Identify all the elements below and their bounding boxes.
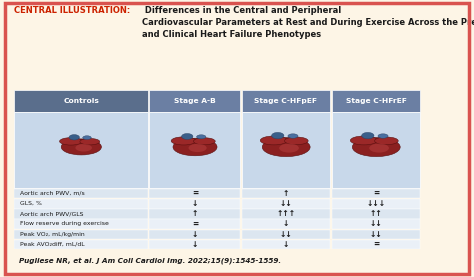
Ellipse shape (197, 135, 206, 139)
Bar (149, 209, 240, 219)
Bar (149, 219, 240, 229)
Text: ↑: ↑ (283, 189, 290, 198)
Bar (242, 112, 330, 188)
Text: ↑: ↑ (192, 209, 198, 218)
Text: ↓: ↓ (192, 230, 198, 238)
Bar (242, 90, 330, 112)
Bar (14, 230, 148, 239)
Text: Stage C-HFrEF: Stage C-HFrEF (346, 98, 407, 104)
Ellipse shape (369, 143, 389, 153)
Ellipse shape (61, 139, 101, 155)
Bar (149, 199, 240, 209)
Ellipse shape (279, 143, 299, 153)
Text: Stage C-HFpEF: Stage C-HFpEF (255, 98, 318, 104)
Bar (242, 189, 330, 198)
Text: ↑↑↑: ↑↑↑ (277, 209, 296, 218)
Ellipse shape (182, 134, 193, 139)
Text: ↓↓↓: ↓↓↓ (367, 199, 386, 208)
Bar (332, 240, 420, 249)
Bar (332, 112, 420, 188)
Text: =: = (192, 219, 198, 228)
Text: Aortic arch PWV/GLS: Aortic arch PWV/GLS (19, 211, 83, 216)
Bar (242, 199, 330, 209)
Ellipse shape (262, 138, 310, 157)
Text: =: = (192, 189, 198, 198)
Text: ↑↑: ↑↑ (370, 209, 383, 218)
Text: ↓: ↓ (192, 240, 198, 249)
Text: =: = (373, 240, 379, 249)
Bar (332, 209, 420, 219)
Bar (332, 230, 420, 239)
Ellipse shape (69, 135, 80, 140)
Bar (14, 112, 148, 188)
Ellipse shape (378, 134, 388, 138)
Text: Differences in the Central and Peripheral
Cardiovascular Parameters at Rest and : Differences in the Central and Periphera… (142, 6, 474, 39)
Text: ↓↓: ↓↓ (370, 230, 383, 238)
Ellipse shape (75, 144, 92, 152)
Text: ↓↓: ↓↓ (280, 199, 292, 208)
Ellipse shape (171, 137, 196, 145)
Ellipse shape (80, 138, 100, 145)
Text: Pugliese NR, et al. J Am Coll Cardiol Img. 2022;15(9):1545-1559.: Pugliese NR, et al. J Am Coll Cardiol Im… (18, 257, 281, 264)
Bar (332, 90, 420, 112)
Text: GLS, %: GLS, % (19, 201, 42, 206)
Text: Stage A-B: Stage A-B (174, 98, 216, 104)
Text: =: = (373, 189, 379, 198)
Bar (14, 219, 148, 229)
Ellipse shape (284, 137, 308, 145)
Ellipse shape (272, 132, 284, 139)
Bar (149, 90, 240, 112)
Ellipse shape (260, 136, 287, 145)
Text: ↓↓: ↓↓ (280, 230, 292, 238)
Ellipse shape (193, 138, 215, 145)
Ellipse shape (189, 144, 207, 152)
Bar (149, 112, 240, 188)
Bar (242, 240, 330, 249)
Text: ↓↓: ↓↓ (370, 219, 383, 228)
Bar (14, 199, 148, 209)
Bar (242, 219, 330, 229)
Text: ↓: ↓ (283, 219, 290, 228)
Bar (332, 219, 420, 229)
Text: ↓: ↓ (283, 240, 290, 249)
Text: Peak VO₂, mL/kg/min: Peak VO₂, mL/kg/min (19, 232, 84, 237)
Ellipse shape (362, 132, 374, 139)
Bar (14, 189, 148, 198)
Bar (242, 230, 330, 239)
Text: Aortic arch PWV, m/s: Aortic arch PWV, m/s (19, 191, 84, 196)
Text: CENTRAL ILLUSTRATION:: CENTRAL ILLUSTRATION: (14, 6, 130, 14)
Bar (149, 240, 240, 249)
Ellipse shape (83, 136, 91, 140)
Ellipse shape (350, 136, 377, 145)
Text: Peak AVO₂diff, mL/dL: Peak AVO₂diff, mL/dL (19, 242, 84, 247)
Ellipse shape (288, 134, 298, 138)
Ellipse shape (60, 138, 82, 145)
Bar (332, 199, 420, 209)
Bar (242, 209, 330, 219)
Ellipse shape (374, 137, 398, 145)
Bar (14, 209, 148, 219)
Ellipse shape (173, 138, 217, 156)
Bar (14, 240, 148, 249)
Text: Flow reserve during exercise: Flow reserve during exercise (19, 221, 109, 226)
Bar (14, 90, 148, 112)
Bar (332, 189, 420, 198)
Text: Controls: Controls (63, 98, 99, 104)
Bar (149, 230, 240, 239)
Bar (149, 189, 240, 198)
Ellipse shape (352, 138, 400, 157)
Text: ↓: ↓ (192, 199, 198, 208)
